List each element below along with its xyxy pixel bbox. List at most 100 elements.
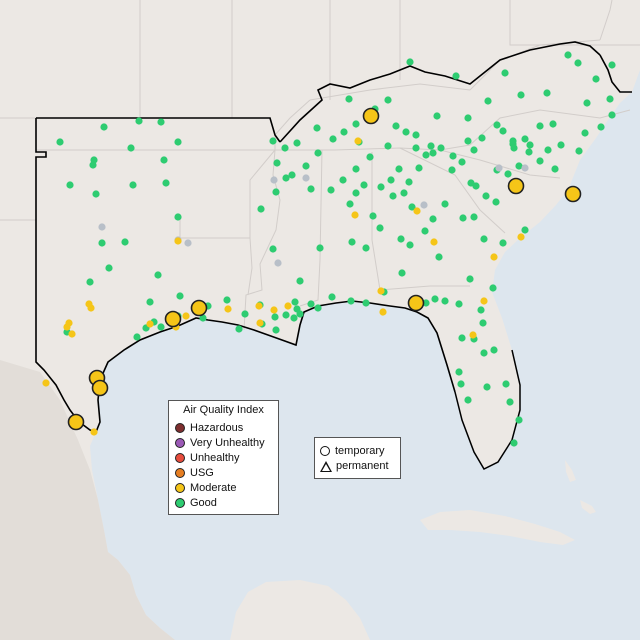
good-site-marker[interactable] [98, 239, 106, 247]
good-site-marker[interactable] [412, 144, 420, 152]
good-site-marker[interactable] [441, 297, 449, 305]
temporary-moderate-site-marker[interactable] [164, 310, 182, 328]
good-site-marker[interactable] [105, 264, 113, 272]
good-site-marker[interactable] [392, 122, 400, 130]
good-site-marker[interactable] [543, 89, 551, 97]
good-site-marker[interactable] [352, 165, 360, 173]
good-site-marker[interactable] [408, 203, 416, 211]
good-site-marker[interactable] [435, 253, 443, 261]
good-site-marker[interactable] [273, 159, 281, 167]
good-site-marker[interactable] [269, 245, 277, 253]
good-site-marker[interactable] [157, 118, 165, 126]
good-site-marker[interactable] [608, 111, 616, 119]
good-site-marker[interactable] [135, 117, 143, 125]
good-site-marker[interactable] [127, 144, 135, 152]
good-site-marker[interactable] [492, 198, 500, 206]
good-site-marker[interactable] [429, 215, 437, 223]
moderate-site-marker[interactable] [480, 297, 488, 305]
good-site-marker[interactable] [291, 298, 299, 306]
no-data-site-marker[interactable] [184, 239, 192, 247]
good-site-marker[interactable] [490, 346, 498, 354]
good-site-marker[interactable] [384, 96, 392, 104]
good-site-marker[interactable] [307, 185, 315, 193]
good-site-marker[interactable] [441, 200, 449, 208]
good-site-marker[interactable] [458, 334, 466, 342]
good-site-marker[interactable] [288, 171, 296, 179]
good-site-marker[interactable] [377, 183, 385, 191]
good-site-marker[interactable] [536, 122, 544, 130]
moderate-site-marker[interactable] [90, 428, 98, 436]
good-site-marker[interactable] [296, 277, 304, 285]
temporary-moderate-site-marker[interactable] [507, 177, 525, 195]
temporary-moderate-site-marker[interactable] [67, 413, 85, 431]
good-site-marker[interactable] [483, 383, 491, 391]
good-site-marker[interactable] [56, 138, 64, 146]
temporary-moderate-site-marker[interactable] [190, 299, 208, 317]
good-site-marker[interactable] [574, 59, 582, 67]
good-site-marker[interactable] [412, 131, 420, 139]
good-site-marker[interactable] [415, 164, 423, 172]
good-site-marker[interactable] [346, 200, 354, 208]
good-site-marker[interactable] [429, 149, 437, 157]
good-site-marker[interactable] [406, 241, 414, 249]
moderate-site-marker[interactable] [65, 319, 73, 327]
moderate-site-marker[interactable] [224, 305, 232, 313]
moderate-site-marker[interactable] [146, 320, 154, 328]
good-site-marker[interactable] [328, 293, 336, 301]
good-site-marker[interactable] [526, 141, 534, 149]
good-site-marker[interactable] [92, 190, 100, 198]
good-site-marker[interactable] [433, 112, 441, 120]
good-site-marker[interactable] [504, 170, 512, 178]
good-site-marker[interactable] [129, 181, 137, 189]
good-site-marker[interactable] [525, 148, 533, 156]
good-site-marker[interactable] [608, 61, 616, 69]
temporary-moderate-site-marker[interactable] [407, 294, 425, 312]
good-site-marker[interactable] [302, 162, 310, 170]
good-site-marker[interactable] [521, 226, 529, 234]
good-site-marker[interactable] [352, 120, 360, 128]
good-site-marker[interactable] [307, 300, 315, 308]
good-site-marker[interactable] [121, 238, 129, 246]
good-site-marker[interactable] [431, 295, 439, 303]
moderate-site-marker[interactable] [85, 300, 93, 308]
moderate-site-marker[interactable] [379, 308, 387, 316]
good-site-marker[interactable] [455, 300, 463, 308]
moderate-site-markers[interactable] [42, 137, 525, 436]
good-site-marker[interactable] [340, 128, 348, 136]
good-site-marker[interactable] [501, 69, 509, 77]
good-site-marker[interactable] [448, 166, 456, 174]
good-site-marker[interactable] [427, 142, 435, 150]
good-site-marker[interactable] [400, 189, 408, 197]
good-site-marker[interactable] [389, 192, 397, 200]
good-site-marker[interactable] [89, 161, 97, 169]
no-data-site-marker[interactable] [495, 164, 503, 172]
good-site-marker[interactable] [464, 396, 472, 404]
good-site-marker[interactable] [581, 129, 589, 137]
good-site-marker[interactable] [592, 75, 600, 83]
good-site-marker[interactable] [146, 298, 154, 306]
good-site-marker[interactable] [282, 311, 290, 319]
good-site-marker[interactable] [100, 123, 108, 131]
good-site-marker[interactable] [387, 176, 395, 184]
good-site-marker[interactable] [472, 182, 480, 190]
good-site-marker[interactable] [479, 319, 487, 327]
good-site-marker[interactable] [398, 269, 406, 277]
temporary-moderate-site-marker[interactable] [564, 185, 582, 203]
good-site-marker[interactable] [314, 149, 322, 157]
good-site-marker[interactable] [296, 310, 304, 318]
moderate-site-marker[interactable] [469, 331, 477, 339]
good-site-marker[interactable] [329, 135, 337, 143]
good-site-marker[interactable] [564, 51, 572, 59]
moderate-site-marker[interactable] [517, 233, 525, 241]
good-site-marker[interactable] [272, 188, 280, 196]
good-site-marker[interactable] [521, 135, 529, 143]
good-site-marker[interactable] [499, 239, 507, 247]
no-data-site-marker[interactable] [302, 174, 310, 182]
good-site-marker[interactable] [406, 58, 414, 66]
good-site-marker[interactable] [502, 380, 510, 388]
good-site-markers[interactable] [56, 51, 616, 447]
good-site-marker[interactable] [510, 144, 518, 152]
good-site-marker[interactable] [66, 181, 74, 189]
good-site-marker[interactable] [509, 137, 517, 145]
good-site-marker[interactable] [199, 314, 207, 322]
